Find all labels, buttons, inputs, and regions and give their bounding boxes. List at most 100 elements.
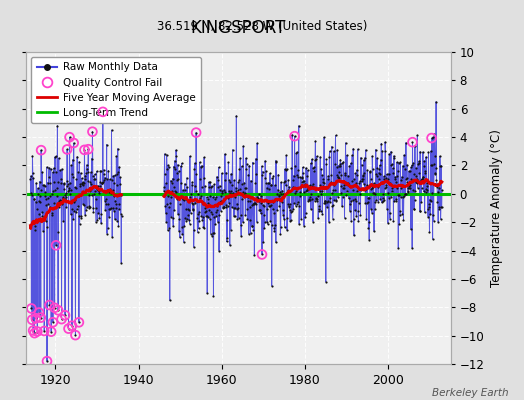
Point (301, 214, 310, 221)
Point (105, 214, 113, 220)
Point (345, 182, 353, 188)
Point (384, 220, 392, 226)
Point (399, 217, 408, 223)
Point (279, 206, 287, 213)
Point (378, 148, 386, 154)
Point (166, 200, 174, 206)
Point (268, 175, 277, 182)
Point (367, 205, 375, 212)
Point (352, 197, 360, 204)
Point (40, 328, 48, 334)
Point (375, 176, 383, 182)
Point (376, 156, 385, 163)
Point (50, 200, 59, 206)
Point (214, 184, 223, 190)
Point (83, 166, 91, 172)
Point (273, 206, 281, 213)
Point (368, 166, 377, 172)
Point (108, 234, 116, 240)
Point (288, 177, 297, 184)
Point (41, 189, 49, 195)
Point (266, 170, 274, 177)
Point (320, 200, 329, 206)
Point (340, 182, 348, 188)
Point (340, 185, 348, 191)
Point (407, 226, 415, 232)
Point (167, 194, 176, 200)
Point (90, 191, 99, 198)
Point (40, 328, 48, 334)
Point (27, 172, 35, 179)
Point (301, 210, 310, 216)
Point (395, 192, 403, 198)
Point (184, 197, 193, 204)
Point (289, 172, 298, 179)
Point (52, 184, 61, 191)
Point (396, 159, 405, 166)
Point (427, 161, 435, 168)
Point (336, 172, 345, 178)
Point (406, 185, 414, 192)
Point (108, 205, 117, 211)
Point (59, 180, 68, 186)
Point (72, 176, 81, 183)
Point (280, 224, 289, 230)
Point (436, 163, 444, 169)
Point (357, 187, 365, 193)
Point (421, 168, 430, 174)
Point (228, 182, 236, 188)
Point (362, 216, 370, 222)
Point (212, 194, 220, 200)
Point (101, 174, 109, 181)
Point (427, 198, 435, 204)
Point (30, 330, 39, 336)
Point (343, 152, 351, 158)
Point (424, 149, 433, 155)
Point (259, 239, 267, 245)
Point (67, 162, 75, 168)
Point (112, 153, 121, 160)
Point (405, 182, 413, 189)
Point (62, 190, 71, 196)
Point (372, 197, 380, 203)
Point (261, 158, 269, 164)
Point (332, 196, 341, 203)
Point (33, 328, 41, 335)
Point (196, 195, 204, 202)
Point (217, 198, 226, 204)
Point (89, 173, 97, 180)
Point (350, 176, 358, 182)
Point (386, 210, 394, 217)
Point (407, 176, 416, 182)
Point (370, 228, 378, 234)
Point (30, 196, 38, 203)
Point (224, 188, 233, 194)
Point (178, 224, 186, 231)
Point (236, 186, 244, 192)
Point (96, 168, 105, 174)
Point (346, 183, 354, 189)
Point (99, 109, 107, 115)
Point (402, 140, 410, 146)
Point (245, 231, 253, 237)
Point (36, 192, 45, 199)
Point (268, 222, 276, 228)
Point (78, 175, 86, 182)
Point (314, 206, 323, 212)
Point (423, 182, 432, 189)
Point (94, 210, 103, 216)
Point (260, 212, 269, 218)
Point (351, 170, 359, 177)
Point (160, 188, 168, 194)
Point (402, 176, 410, 182)
Point (203, 212, 211, 219)
Point (242, 185, 250, 191)
Point (344, 195, 353, 202)
Point (352, 212, 361, 219)
Point (64, 188, 72, 194)
Point (271, 158, 280, 164)
Point (247, 177, 255, 184)
Point (35, 309, 43, 316)
Point (343, 188, 352, 194)
Point (202, 213, 210, 220)
